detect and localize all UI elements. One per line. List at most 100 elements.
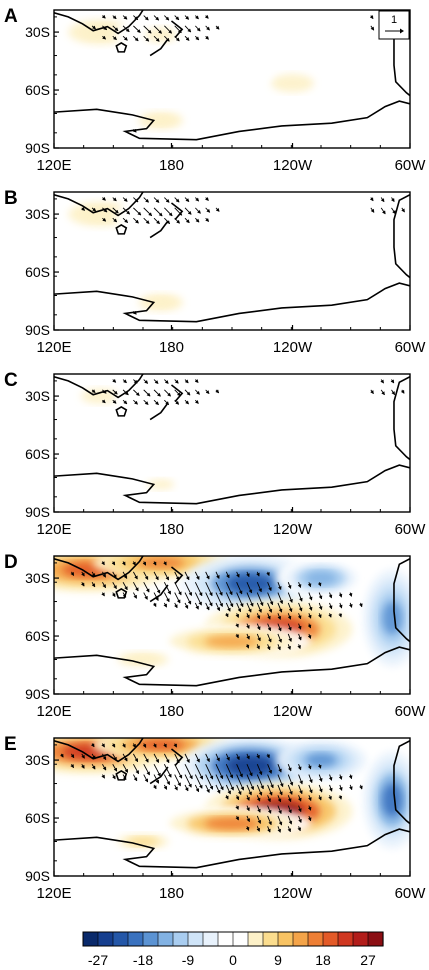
panel-label: D [4,552,18,573]
wind-vector-head [156,220,160,225]
colorbar-swatch [307,931,324,947]
lon-tick-label: 120W [273,885,313,902]
wind-vector-head [112,378,117,383]
wind-vector-head [256,572,260,577]
colorbar-swatch [367,931,384,947]
wind-vector-head [246,624,250,629]
field-contour [251,204,299,219]
wind-vector-head [167,590,171,595]
wind-vector-head [297,615,302,620]
lon-tick-label: 60W [395,885,427,902]
wind-vector-head [279,783,284,788]
wind-vector-head [289,790,293,795]
wind-vector-head [237,608,242,613]
wind-vector-head [235,816,239,821]
wind-vector-head [206,575,210,580]
wind-vector-head [152,561,157,566]
wind-vector-head [146,392,151,397]
wind-vector-head [215,207,220,212]
wind-vector-head [195,197,200,202]
south-america-coast [393,740,410,825]
wind-vector-head [287,615,292,620]
colorbar-swatch [247,931,264,947]
wind-vector-head [268,769,273,774]
wind-vector-head [164,380,169,384]
wind-vector-head [229,603,234,608]
wind-vector-head [156,589,161,594]
wind-vector-head [177,29,182,34]
wind-vector-head [70,764,74,769]
new-zealand-coast [149,748,184,785]
wind-vector-head [348,775,353,780]
wind-vector-head [101,743,105,748]
wind-vector-head [267,798,271,803]
wind-vector-head [175,198,180,203]
wind-vector-head [205,217,210,222]
wind-vector-head [135,770,139,775]
panel-label: E [4,734,17,755]
wind-vector-head [152,785,157,790]
wind-vector-head [227,790,231,795]
wind-vector-head [297,625,302,630]
wind-vector-head [90,743,95,748]
wind-vector-head [225,795,229,800]
wind-vector-head [158,29,162,34]
lat-tick-label: 30S [25,570,50,586]
wind-vector-head [219,591,223,596]
wind-vector-head [195,36,200,41]
wind-vector-head [287,798,292,803]
coastlines [54,556,410,687]
wind-vector-head [206,26,210,31]
wind-vector-head [206,208,211,213]
antarctica-coast [54,646,410,687]
field-contour [387,72,404,100]
wind-vector-head [307,817,312,822]
wind-vector-head [288,608,293,613]
wind-vector-head [370,26,375,31]
wind-vector-head [299,597,303,602]
wind-vector-head [92,25,96,30]
wind-vectors [60,743,363,833]
field-contour [270,438,315,457]
wind-vector-head [288,820,293,825]
wind-vector-head [155,37,160,42]
lon-tick-label: 120W [273,703,313,720]
wind-vector-head [195,15,199,20]
wind-vector-head [134,198,139,203]
field-contour [270,74,315,93]
wind-vector-head [112,775,116,780]
wind-vector-head [278,768,282,773]
lon-tick-label: 120E [36,885,71,902]
wind-vector-head [246,573,250,578]
field-contour [305,571,337,585]
wind-vector-head [60,753,64,758]
panel-label: C [4,370,18,391]
wind-vector-head [134,16,139,21]
wind-vector-head [246,807,250,812]
wind-vector-head [318,788,323,793]
wind-vector-head [144,778,148,783]
field-contour [382,783,402,817]
colorbar-swatch [322,931,339,947]
wind-vector-head [308,797,312,802]
wind-vector-head [257,637,261,642]
wind-vector-head [124,391,129,396]
wind-vector-head [338,786,343,791]
wind-vector-head [177,782,181,787]
wind-vector-head [256,615,261,620]
wind-vector-head [155,779,159,784]
colorbar-tick-label: -9 [182,952,195,968]
wind-vector-head [390,379,395,384]
wind-vector-head [156,392,161,397]
wind-vector-head [246,635,250,640]
wind-vector-head [268,587,272,592]
wind-vector-head [246,818,250,823]
wind-vector-head [91,389,96,393]
wind-vector-head [400,389,405,394]
lon-tick-label: 180 [159,885,184,902]
australia-coast [54,374,144,399]
wind-vector-head [297,827,302,832]
wind-vector-head [289,598,293,603]
wind-vector-head [258,608,262,613]
